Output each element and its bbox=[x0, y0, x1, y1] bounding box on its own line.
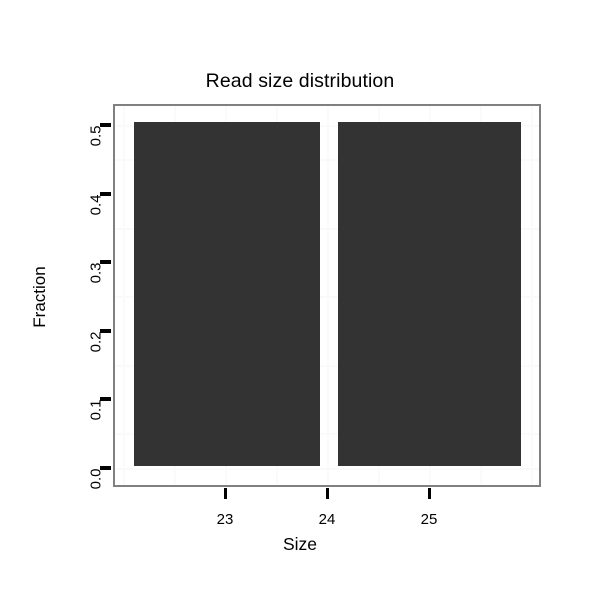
gridline-vertical bbox=[327, 106, 329, 485]
plot-panel bbox=[113, 104, 541, 487]
y-tick-label-wrapper-2: 0.2 bbox=[56, 324, 105, 353]
y-tick-label-wrapper-5: 0.5 bbox=[56, 118, 105, 147]
y-tick-label-2: 0.2 bbox=[87, 331, 105, 353]
gridline-horizontal bbox=[115, 159, 539, 161]
x-axis-title: Size bbox=[282, 534, 318, 554]
bar-23 bbox=[134, 122, 320, 466]
gridline-horizontal bbox=[115, 228, 539, 230]
y-tick-label-5: 0.5 bbox=[87, 125, 105, 147]
y-tick-mark-5 bbox=[100, 123, 111, 127]
y-tick-label-wrapper-3: 0.3 bbox=[56, 255, 105, 284]
y-tick-mark-0 bbox=[100, 466, 111, 470]
y-tick-mark-4 bbox=[100, 192, 111, 196]
y-tick-mark-1 bbox=[100, 397, 111, 401]
gridline-horizontal bbox=[115, 468, 539, 470]
x-tick-mark-0 bbox=[224, 488, 227, 499]
gridline-vertical bbox=[123, 106, 125, 485]
gridline-horizontal bbox=[115, 296, 539, 298]
x-tick-label-2: 25 bbox=[420, 511, 438, 528]
y-tick-label-wrapper-0: 0.0 bbox=[56, 461, 105, 490]
x-tick-label-1: 24 bbox=[318, 511, 336, 528]
chart-title: Read size distribution bbox=[205, 70, 395, 92]
gridline-horizontal bbox=[115, 125, 539, 127]
x-tick-label-0: 23 bbox=[216, 511, 234, 528]
y-axis-title-wrapper: Fraction bbox=[30, 246, 50, 346]
bar-24 bbox=[338, 122, 521, 466]
y-tick-label-3: 0.3 bbox=[87, 262, 105, 284]
y-tick-mark-2 bbox=[100, 329, 111, 333]
x-tick-mark-1 bbox=[326, 488, 329, 499]
plot-area bbox=[115, 106, 539, 485]
y-tick-label-0: 0.0 bbox=[87, 468, 105, 490]
y-tick-label-wrapper-4: 0.4 bbox=[56, 187, 105, 216]
y-tick-label-4: 0.4 bbox=[87, 194, 105, 216]
y-tick-label-1: 0.1 bbox=[87, 399, 105, 421]
y-tick-label-wrapper-1: 0.1 bbox=[56, 392, 105, 421]
x-tick-mark-2 bbox=[428, 488, 431, 499]
y-tick-mark-3 bbox=[100, 260, 111, 264]
gridline-vertical bbox=[531, 106, 533, 485]
y-axis-title: Fraction bbox=[30, 266, 49, 328]
gridline-horizontal bbox=[115, 365, 539, 367]
gridline-horizontal bbox=[115, 433, 539, 435]
